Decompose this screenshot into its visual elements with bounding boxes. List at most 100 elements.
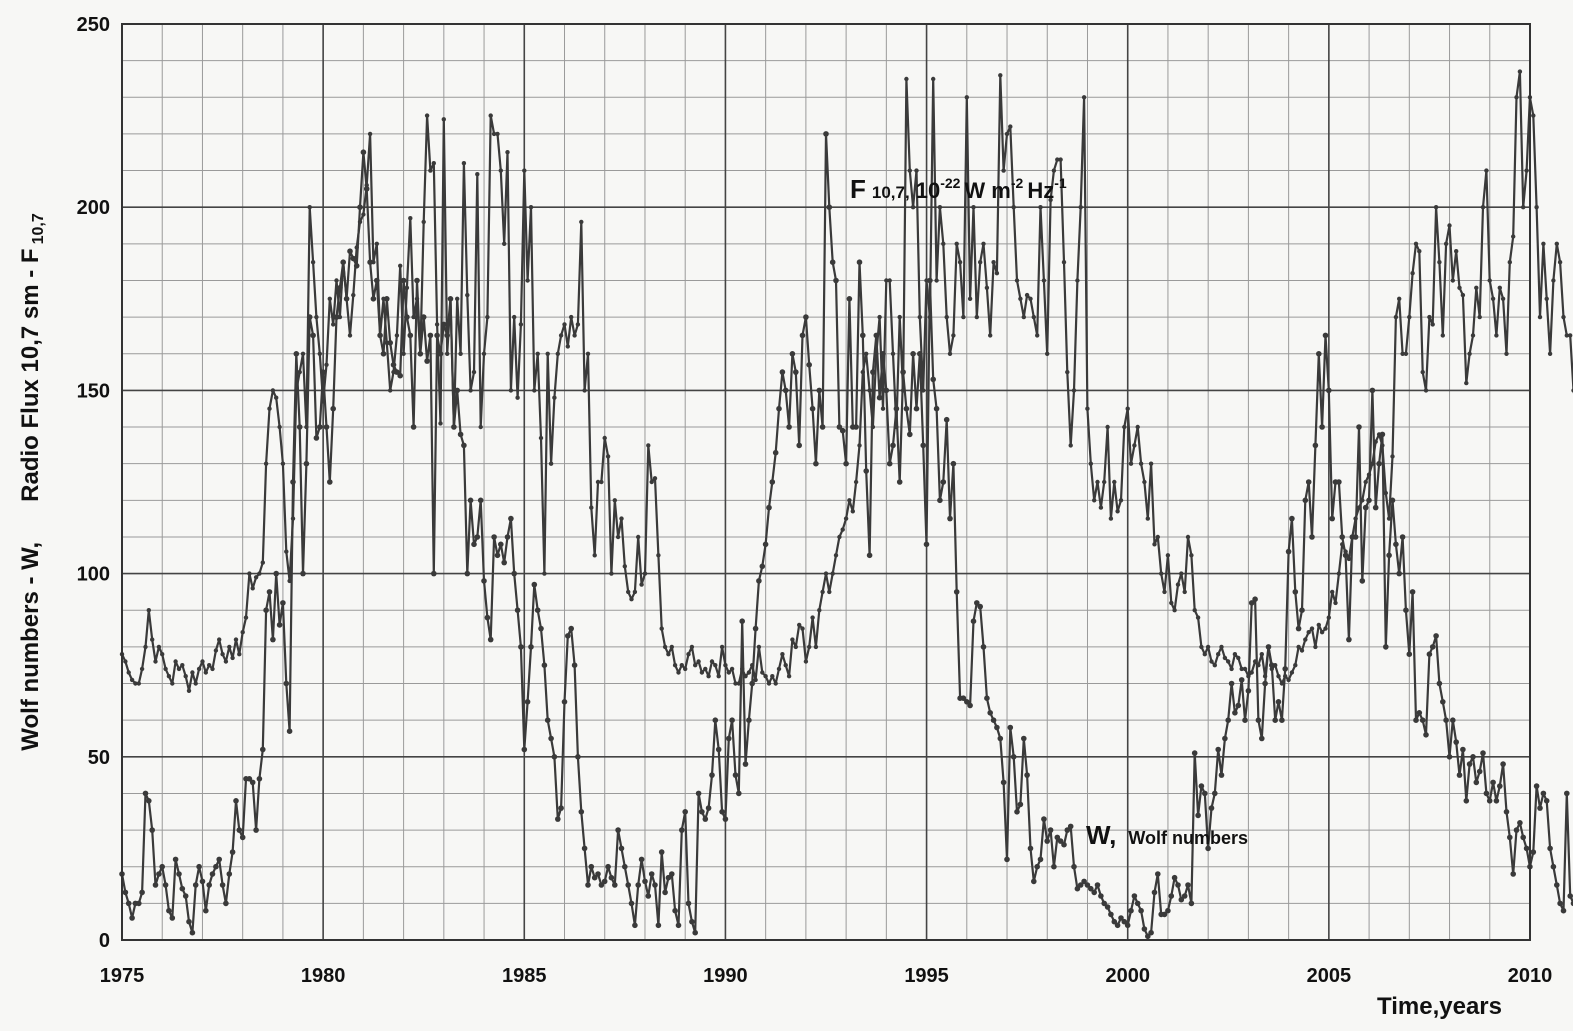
- data-point-f107: [1045, 351, 1050, 356]
- data-point-f107: [1011, 205, 1016, 210]
- data-point-f107: [408, 216, 413, 221]
- data-point-f107: [237, 652, 242, 657]
- data-point-wolf: [431, 570, 437, 577]
- data-point-f107: [639, 582, 644, 587]
- axis-layer: 1975 1980 1985 1990 1995 2000 2005 2010 0 50 100 15…: [77, 14, 1553, 987]
- data-point-wolf: [136, 900, 142, 907]
- f107-label-sub: 10,7,: [872, 183, 910, 202]
- data-point-f107: [662, 644, 668, 650]
- data-point-f107: [1162, 589, 1167, 595]
- data-point-wolf: [1423, 732, 1429, 738]
- data-point-f107: [1443, 241, 1449, 246]
- data-point-wolf: [129, 915, 135, 921]
- data-point-wolf: [749, 680, 755, 687]
- data-point-wolf: [1543, 798, 1550, 804]
- data-point-f107: [465, 292, 470, 298]
- data-point-wolf: [1279, 717, 1285, 723]
- data-point-f107: [729, 666, 735, 672]
- data-point-f107: [910, 205, 916, 210]
- data-point-wolf: [1161, 911, 1168, 918]
- data-point-f107: [622, 564, 627, 569]
- data-point-f107: [156, 644, 162, 650]
- data-point-f107: [230, 655, 235, 661]
- data-point-f107: [133, 681, 138, 686]
- data-point-f107: [676, 670, 681, 675]
- data-point-f107: [719, 644, 725, 650]
- data-point-wolf: [1114, 922, 1121, 929]
- data-point-wolf: [1554, 882, 1560, 888]
- data-point-f107: [1289, 670, 1295, 675]
- data-point-f107: [1189, 553, 1194, 558]
- data-point-f107: [988, 333, 993, 338]
- data-point-f107: [1226, 659, 1231, 664]
- data-point-wolf: [481, 578, 487, 584]
- data-point-wolf: [920, 442, 926, 449]
- data-point-f107: [1172, 608, 1177, 613]
- data-point-f107: [569, 314, 574, 320]
- data-point-f107: [1182, 589, 1187, 595]
- data-point-wolf: [950, 460, 957, 467]
- data-point-f107: [659, 626, 664, 631]
- data-point-wolf: [179, 885, 186, 892]
- data-point-wolf: [1483, 790, 1490, 797]
- f107-label-sup3: -1: [1054, 175, 1067, 191]
- data-point-f107: [1095, 479, 1100, 485]
- data-point-wolf: [387, 340, 394, 346]
- data-point-wolf: [890, 442, 896, 449]
- data-point-wolf: [1138, 907, 1144, 914]
- data-point-f107: [1078, 205, 1083, 210]
- data-point-wolf: [1336, 479, 1342, 485]
- data-point-f107: [488, 113, 493, 118]
- data-point-wolf: [632, 922, 638, 929]
- data-point-wolf: [223, 900, 229, 907]
- data-point-wolf: [1165, 907, 1171, 914]
- data-point-f107: [1450, 278, 1456, 283]
- data-point-wolf: [528, 644, 534, 650]
- data-point-wolf: [742, 761, 749, 767]
- data-point-wolf: [782, 387, 789, 394]
- data-point-wolf: [823, 131, 829, 137]
- data-point-f107: [558, 333, 564, 338]
- data-point-wolf: [511, 570, 517, 577]
- data-point-wolf: [531, 581, 538, 588]
- data-point-wolf: [263, 607, 269, 613]
- data-point-f107: [324, 362, 329, 367]
- data-point-f107: [1564, 333, 1570, 338]
- data-point-wolf: [1077, 882, 1084, 888]
- data-point-f107: [937, 205, 943, 210]
- data-point-wolf: [310, 332, 316, 339]
- data-point-f107: [1494, 333, 1499, 338]
- data-point-wolf: [1339, 534, 1345, 540]
- data-point-f107: [1169, 600, 1174, 606]
- data-point-f107: [1102, 479, 1107, 485]
- data-point-f107: [1236, 655, 1241, 661]
- data-point-f107: [153, 659, 158, 664]
- data-point-f107: [733, 681, 738, 686]
- data-point-f107: [217, 637, 222, 642]
- data-point-f107: [652, 476, 658, 481]
- data-point-wolf: [1520, 834, 1526, 841]
- data-point-wolf: [1054, 834, 1061, 841]
- data-point-wolf: [786, 424, 792, 430]
- data-point-f107: [223, 659, 229, 664]
- data-point-wolf: [913, 405, 920, 412]
- data-point-wolf: [162, 882, 169, 888]
- data-point-f107: [411, 314, 416, 320]
- data-point-wolf: [856, 259, 863, 266]
- data-point-f107: [605, 454, 611, 459]
- data-point-f107: [1165, 553, 1171, 558]
- data-point-wolf: [937, 497, 943, 504]
- data-point-f107: [277, 424, 282, 430]
- data-point-wolf: [1530, 849, 1537, 855]
- data-point-f107: [1393, 314, 1399, 320]
- data-point-f107: [300, 351, 306, 356]
- data-point-f107: [1417, 249, 1422, 254]
- data-point-wolf: [1225, 717, 1231, 723]
- data-point-wolf: [283, 680, 290, 687]
- data-point-wolf: [1302, 497, 1309, 504]
- data-point-f107: [498, 168, 503, 173]
- data-point-f107: [1487, 278, 1492, 283]
- data-point-f107: [978, 260, 983, 265]
- data-point-wolf: [451, 424, 457, 430]
- data-point-f107: [441, 117, 446, 122]
